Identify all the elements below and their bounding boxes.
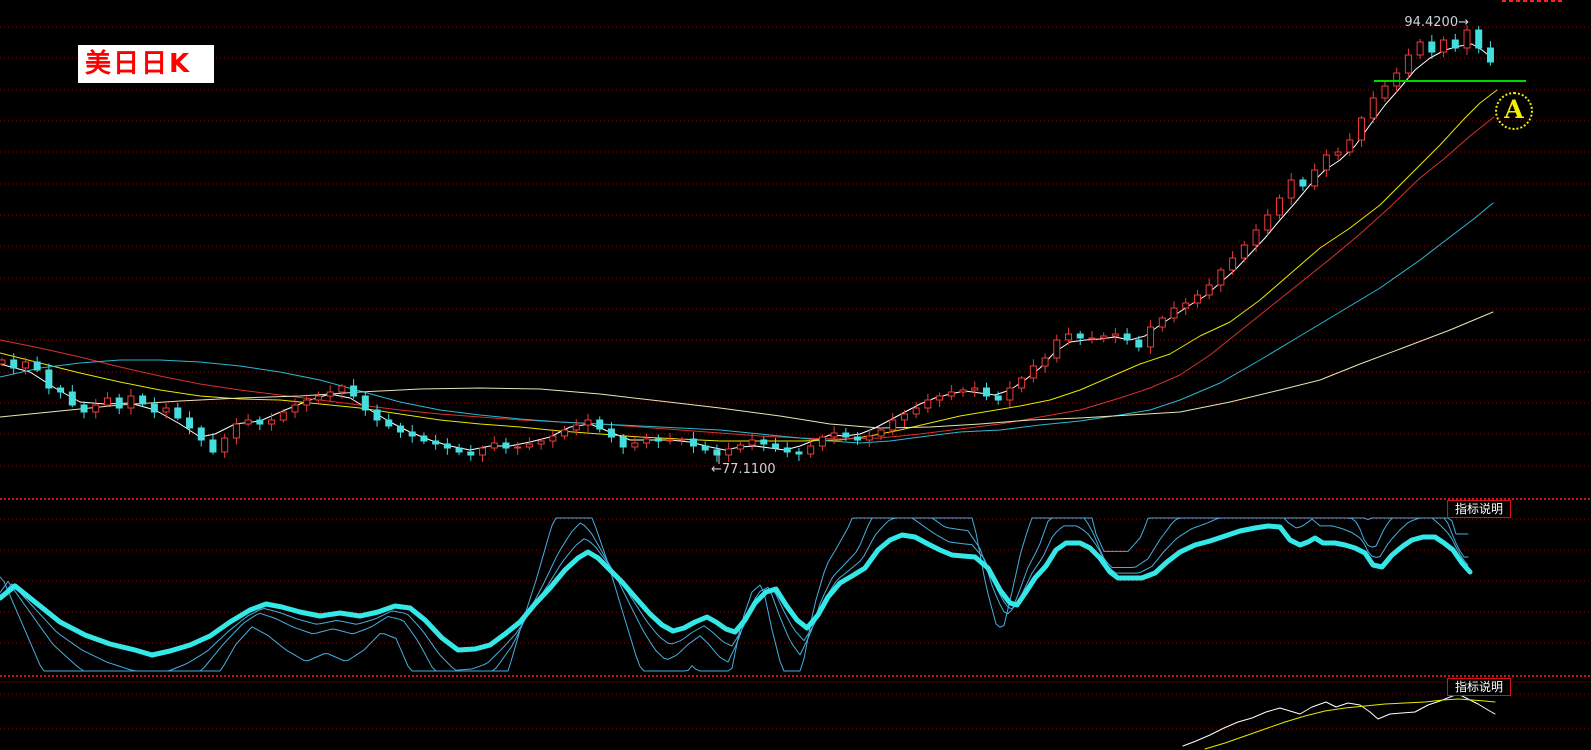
ma-lines: [0, 43, 1498, 451]
clipped-price-label: [1502, 0, 1564, 2]
marker-a-letter: A: [1504, 95, 1524, 124]
chart-title: 美日日K: [85, 49, 192, 79]
gridlines: [0, 26, 1591, 730]
chart-title-box: 美日日K: [78, 45, 214, 83]
marker-a-circle: A: [1495, 92, 1533, 130]
indicator-help-button-bottom[interactable]: 指标说明: [1447, 678, 1511, 696]
oscillator-lines: [0, 517, 1473, 672]
low-price-annotation: ←77.1100: [711, 462, 776, 477]
high-price-annotation: 94.4200→: [1404, 15, 1469, 30]
candles: [0, 25, 1494, 462]
bottom-indicator-lines: [1182, 693, 1496, 750]
indicator-help-button-oscillator[interactable]: 指标说明: [1447, 500, 1511, 518]
